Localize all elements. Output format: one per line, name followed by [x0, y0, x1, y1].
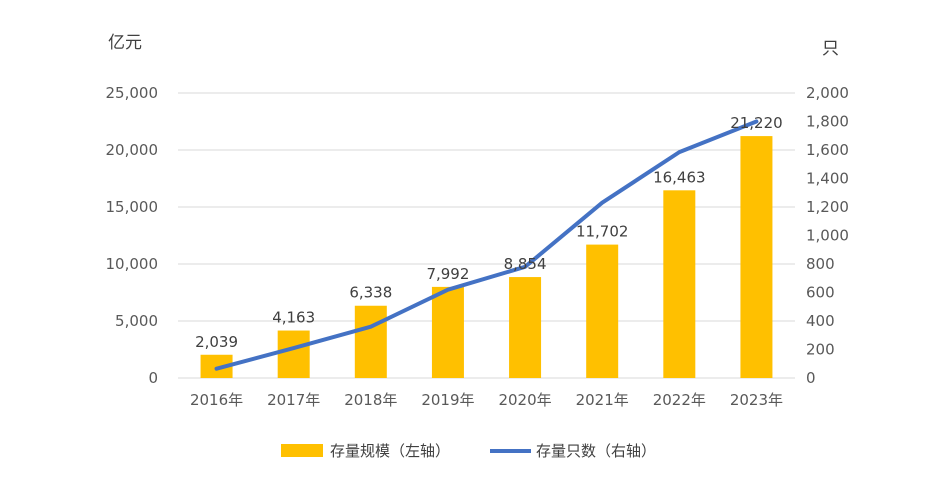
x-tick-label: 2017年	[267, 391, 320, 409]
right-tick-label: 1,000	[806, 227, 849, 245]
left-tick-label: 15,000	[106, 198, 159, 216]
left-tick-label: 20,000	[106, 141, 159, 159]
x-tick-label: 2019年	[421, 391, 474, 409]
legend-bar-label: 存量规模（左轴）	[330, 442, 450, 460]
legend-bar-swatch	[281, 444, 323, 457]
legend-line-label: 存量只数（右轴）	[536, 442, 656, 460]
left-tick-label: 25,000	[106, 84, 159, 102]
legend: 存量规模（左轴） 存量只数（右轴）	[281, 442, 656, 460]
bar-data-label: 11,702	[576, 223, 629, 241]
right-tick-label: 800	[806, 255, 835, 273]
bar-data-label: 6,338	[349, 284, 392, 302]
bar-data-label: 8,854	[504, 255, 547, 273]
bar	[431, 286, 464, 378]
series-line	[214, 119, 759, 371]
bar	[509, 277, 542, 378]
x-tick-label: 2021年	[576, 391, 629, 409]
x-tick-label: 2016年	[190, 391, 243, 409]
left-tick-label: 10,000	[106, 255, 159, 273]
right-tick-label: 1,400	[806, 170, 849, 188]
gridlines	[178, 92, 795, 379]
right-axis-unit: 只	[822, 39, 839, 59]
bar-series	[200, 136, 773, 378]
bar	[200, 354, 233, 378]
right-tick-label: 200	[806, 341, 835, 359]
x-tick-label: 2020年	[498, 391, 551, 409]
right-tick-label: 0	[806, 369, 816, 387]
data-labels: 2,039 4,163 6,338 7,992 8,854 11,702 16,463 21,…	[195, 114, 783, 351]
x-tick-label: 2023年	[730, 391, 783, 409]
bar-data-label: 16,463	[653, 168, 706, 186]
left-tick-label: 5,000	[115, 312, 158, 330]
right-tick-label: 1,200	[806, 198, 849, 216]
x-tick-label: 2018年	[344, 391, 397, 409]
bar-data-label: 7,992	[426, 265, 469, 283]
bar-data-label: 21,220	[730, 114, 783, 132]
bar	[663, 190, 696, 378]
right-tick-label: 600	[806, 284, 835, 302]
bar	[586, 244, 619, 378]
right-tick-label: 400	[806, 312, 835, 330]
bar	[277, 330, 310, 378]
bar	[354, 305, 387, 378]
right-tick-label: 1,600	[806, 141, 849, 159]
right-tick-label: 1,800	[806, 113, 849, 131]
axes: 亿元 只 0 5,000 10,000 15,000 20,000 25,000 0 200 4…	[106, 33, 849, 409]
bar-data-label: 4,163	[272, 309, 315, 327]
left-tick-label: 0	[148, 369, 158, 387]
line-series	[214, 119, 759, 371]
right-tick-label: 2,000	[806, 84, 849, 102]
x-tick-label: 2022年	[653, 391, 706, 409]
bar	[740, 136, 773, 378]
left-axis-unit: 亿元	[108, 33, 142, 53]
bar-data-label: 2,039	[195, 333, 238, 351]
